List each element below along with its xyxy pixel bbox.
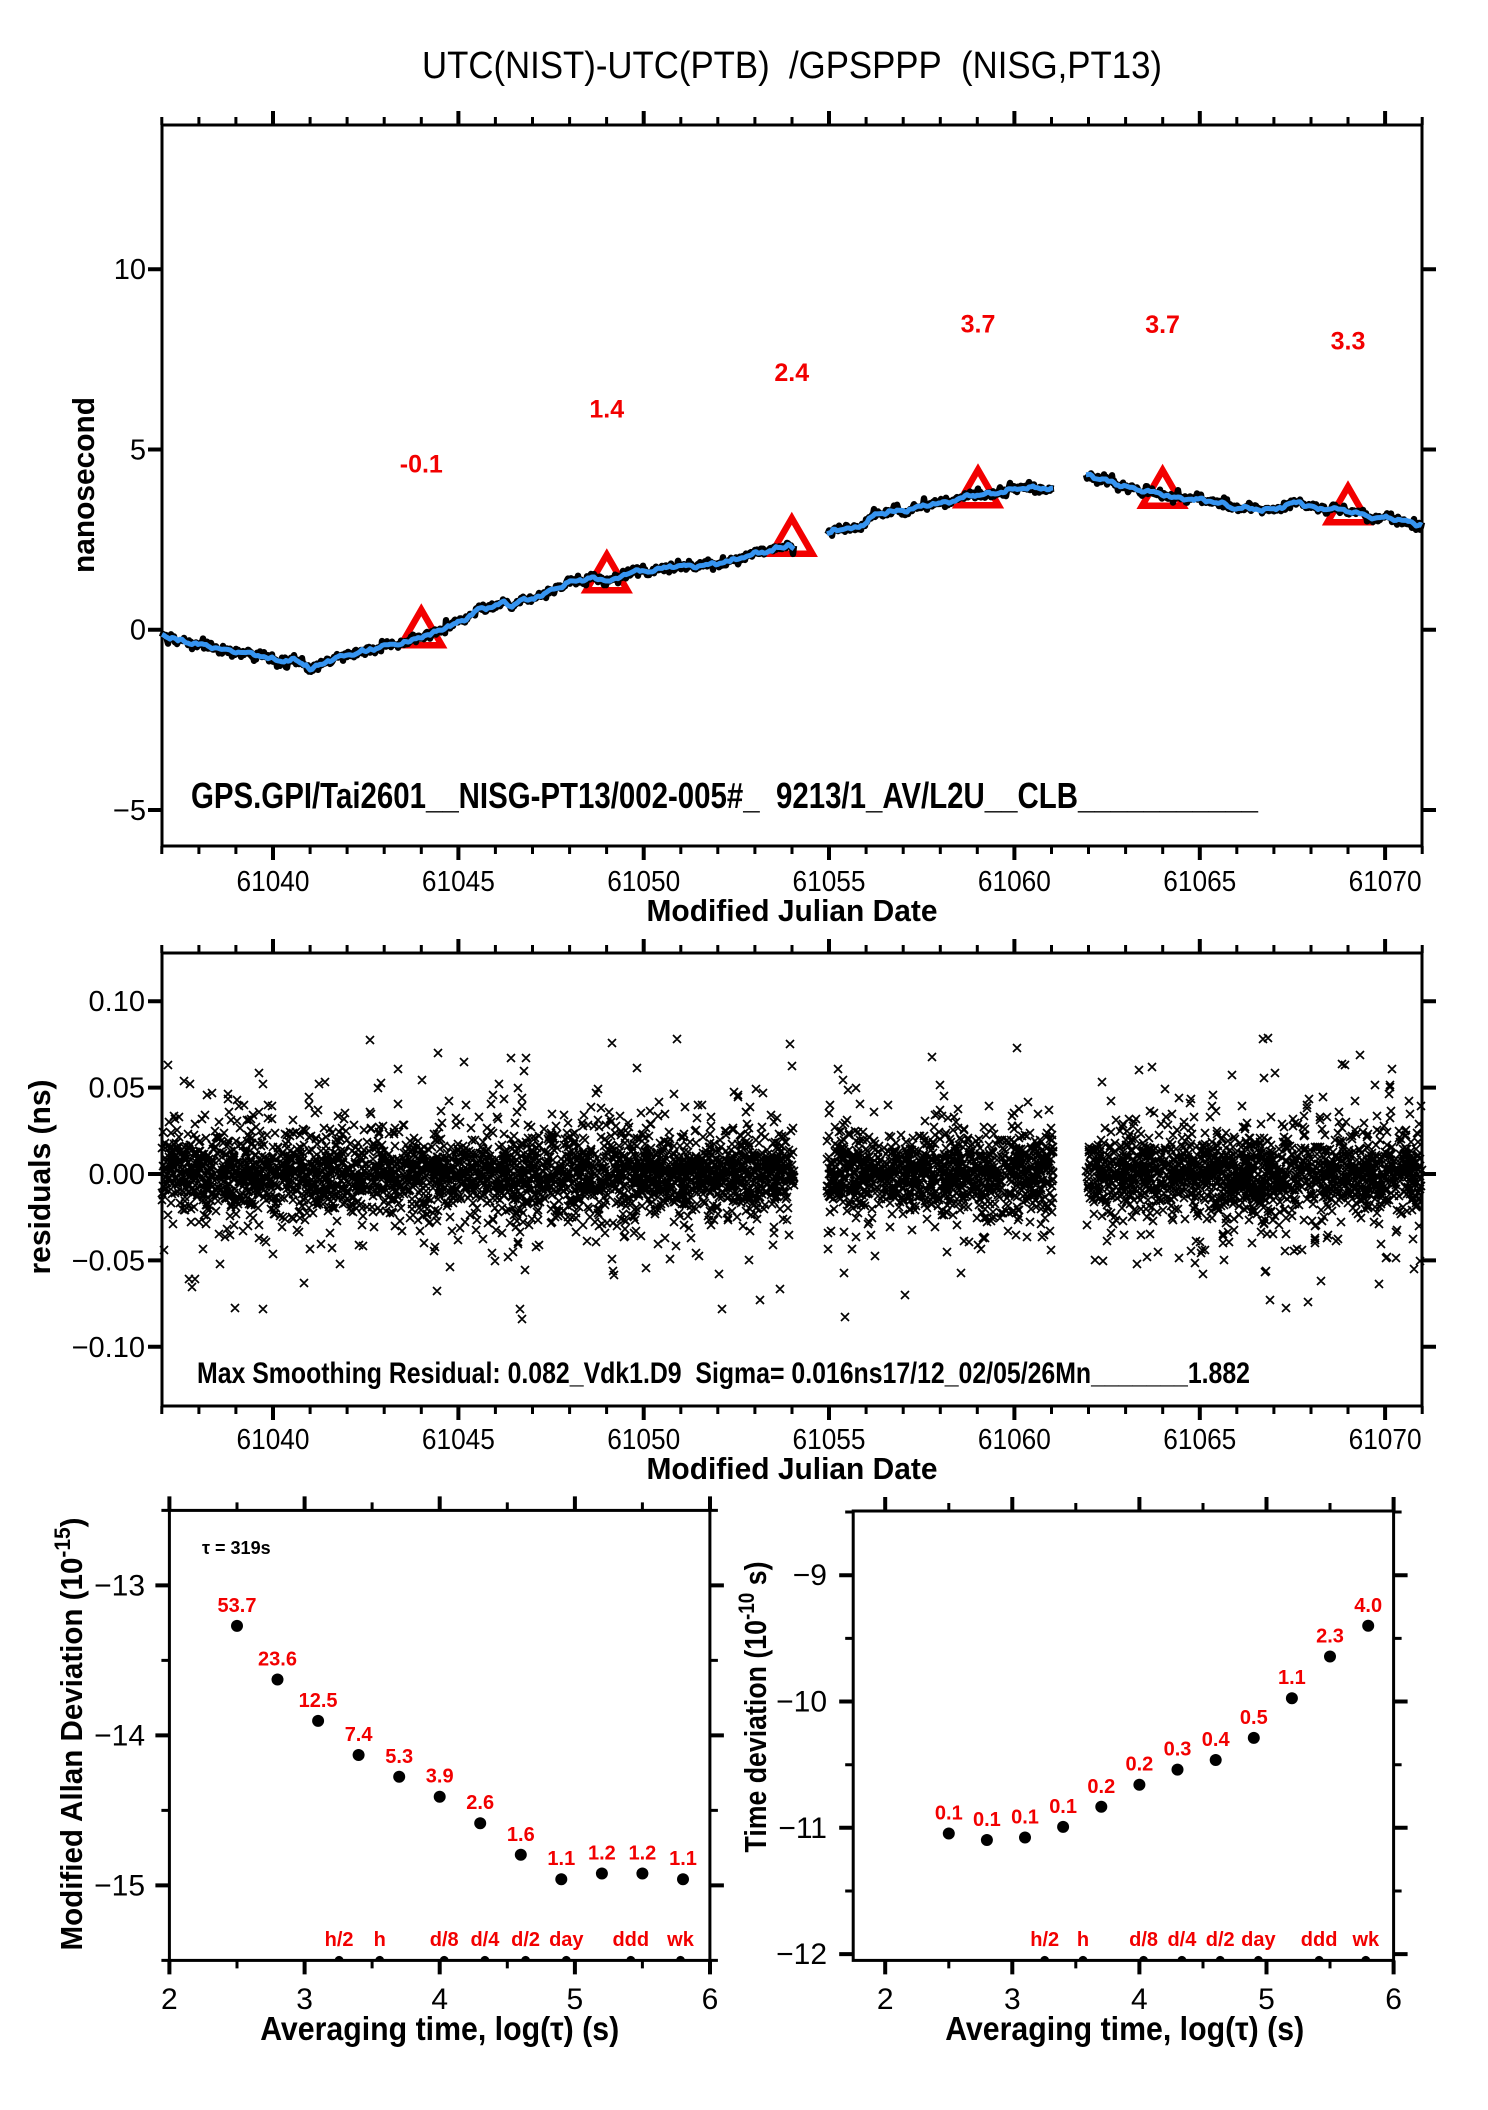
svg-text:3.7: 3.7 (961, 311, 996, 339)
svg-text:61065: 61065 (1163, 866, 1236, 898)
svg-text:1.1: 1.1 (669, 1848, 697, 1870)
svg-text:Modified Julian Date: Modified Julian Date (647, 893, 938, 928)
svg-text:0.00: 0.00 (89, 1159, 145, 1191)
svg-text:0.2: 0.2 (1087, 1776, 1115, 1798)
svg-text:1.6: 1.6 (507, 1824, 535, 1846)
svg-text:−10: −10 (776, 1686, 827, 1719)
svg-text:d/2: d/2 (1206, 1929, 1235, 1951)
svg-text:−9: −9 (793, 1559, 827, 1592)
svg-text:4: 4 (431, 1983, 448, 2016)
svg-text:Modified Allan Deviation (10-1: Modified Allan Deviation (10-15) (50, 1518, 89, 1951)
svg-text:0.4: 0.4 (1202, 1729, 1231, 1751)
svg-text:61055: 61055 (793, 866, 866, 898)
svg-text:−5: −5 (113, 795, 146, 827)
svg-text:10: 10 (114, 254, 146, 286)
svg-text:3.9: 3.9 (426, 1766, 454, 1788)
svg-text:0.1: 0.1 (935, 1803, 963, 1825)
svg-text:Max Smoothing Residual: 0.082_: Max Smoothing Residual: 0.082_Vdk1.D9 Si… (197, 1357, 1250, 1390)
svg-text:Modified Julian Date: Modified Julian Date (647, 1451, 938, 1486)
svg-text:0.1: 0.1 (973, 1809, 1001, 1831)
svg-text:1.1: 1.1 (547, 1848, 575, 1870)
svg-text:2: 2 (877, 1983, 894, 2016)
svg-text:4: 4 (1131, 1983, 1148, 2016)
svg-text:4.0: 4.0 (1354, 1595, 1382, 1617)
svg-text:6: 6 (1385, 1983, 1402, 2016)
svg-text:wk: wk (1351, 1929, 1380, 1951)
svg-text:5: 5 (130, 435, 146, 467)
svg-text:residuals (ns): residuals (ns) (22, 1080, 57, 1275)
svg-text:−12: −12 (776, 1938, 827, 1971)
svg-text:3: 3 (296, 1983, 313, 2016)
svg-text:−14: −14 (94, 1719, 145, 1752)
svg-text:1.1: 1.1 (1278, 1667, 1306, 1689)
svg-text:61070: 61070 (1349, 866, 1422, 898)
svg-text:wk: wk (666, 1929, 695, 1951)
svg-text:0.10: 0.10 (89, 986, 145, 1018)
svg-text:h: h (1077, 1929, 1089, 1951)
svg-text:61040: 61040 (237, 866, 310, 898)
svg-text:ddd: ddd (1301, 1929, 1338, 1951)
svg-text:−15: −15 (94, 1869, 145, 1902)
svg-text:3.3: 3.3 (1331, 328, 1366, 356)
svg-text:GPS.GPI/Tai2601__NISG-PT13/002: GPS.GPI/Tai2601__NISG-PT13/002-005#_ 921… (191, 775, 1259, 816)
svg-text:0.5: 0.5 (1240, 1707, 1268, 1729)
svg-text:ddd: ddd (612, 1929, 649, 1951)
svg-text:61070: 61070 (1349, 1424, 1422, 1456)
svg-text:5: 5 (1258, 1983, 1275, 2016)
svg-text:3: 3 (1004, 1983, 1021, 2016)
svg-text:3.7: 3.7 (1145, 311, 1180, 339)
svg-text:61045: 61045 (422, 1424, 495, 1456)
svg-text:61045: 61045 (422, 866, 495, 898)
svg-text:1.4: 1.4 (589, 396, 624, 424)
svg-text:5.3: 5.3 (385, 1746, 413, 1768)
svg-text:61060: 61060 (978, 1424, 1051, 1456)
svg-text:day: day (1241, 1929, 1276, 1951)
svg-text:d/4: d/4 (470, 1929, 500, 1951)
svg-text:-0.1: -0.1 (400, 451, 443, 479)
svg-text:2: 2 (161, 1983, 178, 2016)
svg-text:61055: 61055 (793, 1424, 866, 1456)
svg-text:d/2: d/2 (511, 1929, 540, 1951)
svg-text:0.05: 0.05 (89, 1073, 145, 1105)
svg-text:7.4: 7.4 (345, 1724, 374, 1746)
svg-text:2.3: 2.3 (1316, 1626, 1344, 1648)
svg-text:d/8: d/8 (430, 1929, 459, 1951)
svg-text:61040: 61040 (237, 1424, 310, 1456)
svg-text:12.5: 12.5 (299, 1690, 338, 1712)
svg-text:0.1: 0.1 (1011, 1807, 1039, 1829)
svg-text:h: h (374, 1929, 386, 1951)
svg-text:d/8: d/8 (1129, 1929, 1158, 1951)
svg-text:23.6: 23.6 (258, 1649, 297, 1671)
svg-text:−0.10: −0.10 (72, 1332, 145, 1364)
svg-text:61050: 61050 (607, 1424, 680, 1456)
svg-text:2.6: 2.6 (466, 1792, 494, 1814)
svg-text:h/2: h/2 (1030, 1929, 1059, 1951)
svg-text:Averaging time, log(τ) (s): Averaging time, log(τ) (s) (260, 2010, 619, 2047)
svg-text:h/2: h/2 (325, 1929, 354, 1951)
svg-text:day: day (549, 1929, 584, 1951)
svg-text:0.3: 0.3 (1164, 1739, 1192, 1761)
svg-text:0.2: 0.2 (1125, 1754, 1153, 1776)
svg-text:Averaging time, log(τ) (s): Averaging time, log(τ) (s) (945, 2010, 1304, 2047)
svg-text:61050: 61050 (607, 866, 680, 898)
svg-text:0.1: 0.1 (1049, 1796, 1077, 1818)
svg-text:UTC(NIST)-UTC(PTB) /GPSPPP (: UTC(NIST)-UTC(PTB) /GPSPPP (NISG,PT13) (422, 45, 1162, 87)
svg-text:nanosecond: nanosecond (66, 397, 101, 573)
svg-text:−13: −13 (94, 1569, 145, 1602)
svg-text:61060: 61060 (978, 866, 1051, 898)
svg-text:0: 0 (130, 615, 146, 647)
svg-text:6: 6 (702, 1983, 719, 2016)
svg-text:1.2: 1.2 (628, 1843, 656, 1865)
svg-text:5: 5 (567, 1983, 584, 2016)
svg-text:−11: −11 (778, 1812, 827, 1845)
svg-text:τ = 319s: τ = 319s (202, 1538, 271, 1558)
svg-text:53.7: 53.7 (218, 1595, 257, 1617)
svg-text:2.4: 2.4 (774, 359, 809, 387)
svg-text:d/4: d/4 (1167, 1929, 1197, 1951)
svg-text:61065: 61065 (1163, 1424, 1236, 1456)
svg-text:1.2: 1.2 (588, 1843, 616, 1865)
svg-text:−0.05: −0.05 (72, 1245, 145, 1277)
